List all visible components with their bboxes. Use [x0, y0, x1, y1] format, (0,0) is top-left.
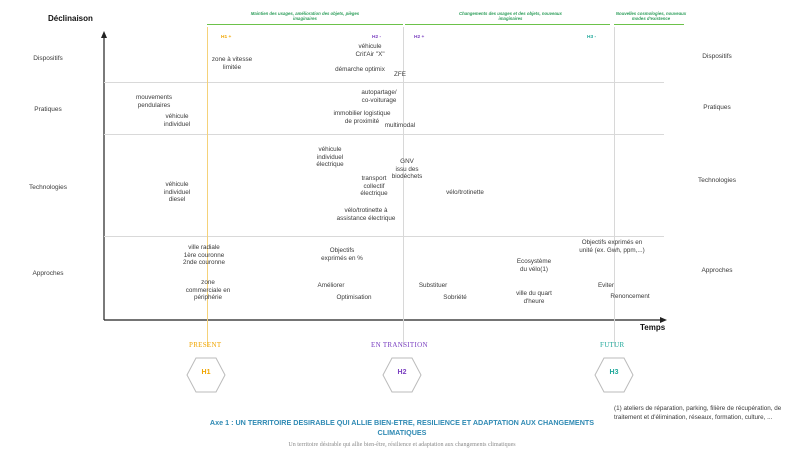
row-label-approches-right: Approches [701, 267, 733, 274]
top-green-line [207, 24, 403, 25]
hexagon-h1: H1 [186, 357, 226, 393]
phase-present: PRESENT [189, 341, 222, 349]
x-axis-title: Temps [640, 323, 666, 332]
row-label-approches-left: Approches [32, 270, 64, 277]
cell-immobilier-logistique: immobilier logistique de proximité [333, 110, 391, 125]
row-separator [104, 82, 664, 83]
hexagon-h2: H2 [382, 357, 422, 393]
h2-plus-marker: H2 + [414, 35, 425, 40]
h2-line [403, 27, 404, 347]
cell-gnv: GNV issu des biodéchets [391, 158, 423, 181]
row-label-dispositifs-right: Dispositifs [702, 53, 732, 60]
hexagon-h3-shape [594, 357, 634, 393]
footer-subtitle: Un territoire désirable qui allie bien-ê… [288, 442, 516, 448]
cell-autopartage: autopartage/ co-voiturage [361, 89, 397, 104]
cell-vehicule-critair: véhicule Crit'Air "X" [355, 43, 385, 58]
row-label-pratiques-right: Pratiques [703, 104, 731, 111]
cell-renoncement: Renoncement [610, 293, 650, 300]
cell-zone-commerciale: zone commerciale en périphérie [185, 279, 231, 302]
hexagon-h1-shape [186, 357, 226, 393]
cell-multimodal: multimodal [384, 122, 416, 129]
cell-demarche-optimix: démarche optimix [335, 66, 385, 73]
row-label-technologies-right: Technologies [698, 177, 736, 184]
top-note-2: Changements des usages et des objets, no… [459, 11, 562, 21]
hexagon-h1-label: H1 [201, 369, 211, 376]
cell-objectifs-pourcent: Objectifs exprimés en % [321, 247, 363, 262]
hexagon-h3: H3 [594, 357, 634, 393]
cell-objectifs-unite: Objectifs exprimés en unité (ex. Gwh, pp… [579, 239, 645, 254]
cell-eviter: Eviter [597, 282, 615, 289]
cell-ameliorer: Améliorer [317, 282, 345, 289]
h1-line [207, 27, 208, 347]
cell-velo-assistance: vélo/trotinette à assistance électrique [336, 207, 396, 222]
cell-ville-quart-heure: ville du quart d'heure [516, 290, 552, 305]
hexagon-h2-shape [382, 357, 422, 393]
row-label-pratiques-left: Pratiques [34, 106, 62, 113]
cell-mouvements-pendulaires: mouvements pendulaires [135, 94, 173, 109]
row-label-dispositifs-left: Dispositifs [33, 55, 63, 62]
cell-transport-collectif: transport collectif électrique [360, 175, 388, 198]
top-note-1: Maintien des usages, amélioration des ob… [250, 11, 360, 21]
cell-optimisation: Optimisation [336, 294, 372, 301]
cell-zfe: ZFE [394, 71, 406, 78]
top-note-3: Nouvelles cosmologies, nouveaux modes d'… [615, 11, 687, 21]
cell-zone-vitesse: zone à vitesse limitée [211, 56, 253, 71]
top-green-line [405, 24, 610, 25]
h3-minus-marker: H3 - [587, 35, 597, 40]
footnote: (1) ateliers de réparation, parking, fil… [614, 405, 782, 421]
cell-vehicule-electrique: véhicule individuel électrique [316, 146, 344, 169]
cell-velo-trotinette: vélo/trotinette [446, 189, 484, 196]
cell-ecosysteme-velo: Ecosystème du vélo(1) [516, 258, 552, 273]
row-separator [104, 134, 664, 135]
phase-transition: EN TRANSITION [371, 341, 428, 349]
cell-sobriete: Sobriété [443, 294, 467, 301]
h3-line [614, 27, 615, 347]
cell-vehicule-individuel: véhicule individuel [163, 113, 191, 128]
h1-plus-marker: H1 + [221, 35, 232, 40]
row-label-technologies-left: Technologies [29, 184, 67, 191]
hexagon-h3-label: H3 [609, 369, 619, 376]
cell-vehicule-diesel: véhicule individuel diesel [163, 181, 191, 204]
row-separator [104, 236, 664, 237]
y-axis-title: Déclinaison [48, 14, 93, 23]
h2-minus-marker: H2 - [372, 35, 382, 40]
cell-ville-radiale: ville radiale 1ère couronne 2nde couronn… [182, 244, 225, 267]
hexagon-h2-label: H2 [397, 369, 407, 376]
footer-title: Axe 1 : UN TERRITOIRE DESIRABLE QUI ALLI… [209, 418, 595, 437]
cell-substituer: Substituer [418, 282, 448, 289]
phase-futur: FUTUR [600, 341, 625, 349]
top-green-line [614, 24, 684, 25]
